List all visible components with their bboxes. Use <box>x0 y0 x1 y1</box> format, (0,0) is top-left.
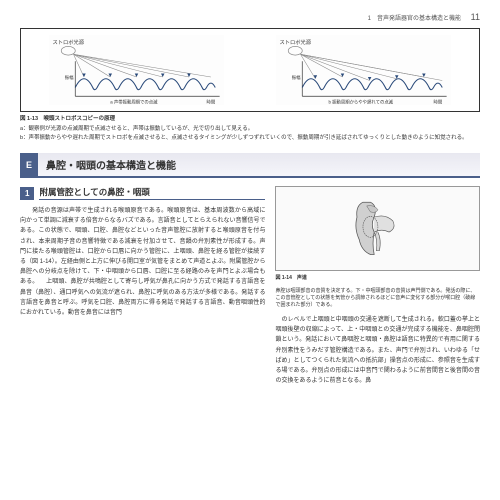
content-area: 1 附属管腔としての鼻腔・咽頭 発話の音源は声帯で生成される喉頭原音である。喉頭… <box>20 186 480 386</box>
strobe-chart-b: ストロボ光源 振幅 時間 b 振動周期からやや遅れての点滅 <box>254 35 473 105</box>
fig-caption-a: a：観察例が光源の点滅周期で点滅させると、声帯は振動しているが、光で切り出して見… <box>20 126 480 134</box>
page-header: 1 音声発語器官の基本構造と機能 11 <box>20 12 480 22</box>
fig-caption-b: b：声帯振動からやや遅れた周期でストロボを点滅させると、点滅させるタイミングが少… <box>20 135 480 143</box>
right-column: 図 1-14 声道 鼻腔は咽頭部音の音質を決定する。下・中咽頭部音の音質は声門側… <box>275 186 480 386</box>
fig-caption-title: 図 1-13 喉頭ストロボスコピーの原理 <box>20 116 480 124</box>
strobe-chart-a: ストロボ光源 振幅 時間 a 声帯振動周期での点滅 <box>27 35 246 105</box>
anatomy-caption: 鼻腔は咽頭部音の音質を決定する。下・中咽頭部音の音質は声門側である。発話の際に、… <box>275 288 480 309</box>
section-header: E 鼻腔・咽頭の基本構造と機能 <box>20 153 480 178</box>
page-number: 11 <box>471 12 480 22</box>
caption-a-inline: a 声帯振動周期での点滅 <box>110 98 158 105</box>
svg-text:時間: 時間 <box>434 99 443 105</box>
left-column: 1 附属管腔としての鼻腔・咽頭 発話の音源は声帯で生成される喉頭原音である。喉頭… <box>20 186 265 386</box>
caption-b-inline: b 振動周期からやや遅れての点滅 <box>329 98 394 105</box>
strobe-label-a: ストロボ光源 <box>53 38 85 46</box>
anatomy-svg <box>307 191 449 266</box>
subsection-title: 附属管腔としての鼻腔・咽頭 <box>39 186 265 200</box>
svg-text:振幅: 振幅 <box>292 74 301 81</box>
section-tag: E <box>20 153 38 176</box>
figure-strobe-box: ストロボ光源 振幅 時間 a 声帯振動周期での点滅 ストロボ光源 <box>20 28 480 112</box>
chapter-label: 1 音声発語器官の基本構造と機能 <box>368 16 461 22</box>
chart-panel-b: ストロボ光源 振幅 時間 b 振動周期からやや遅れての点滅 <box>254 35 473 105</box>
subsection-header: 1 附属管腔としての鼻腔・咽頭 <box>20 186 265 200</box>
body-text-right: のレベルで上咽頭と中咽頭の交通を遮断して生成される。軟口蓋の挙上と咽頭後壁の収縮… <box>275 315 480 386</box>
subsection-num: 1 <box>20 187 34 200</box>
anatomy-title: 図 1-14 声道 <box>275 275 480 282</box>
section-title: 鼻腔・咽頭の基本構造と機能 <box>38 153 480 176</box>
body-text-left: 発話の音源は声帯で生成される喉頭原音である。喉頭原音は、基本周波数から高域に向か… <box>20 206 265 318</box>
svg-text:振幅: 振幅 <box>65 74 74 81</box>
strobe-label-b: ストロボ光源 <box>280 38 312 46</box>
chart-panel-a: ストロボ光源 振幅 時間 a 声帯振動周期での点滅 <box>27 35 246 105</box>
svg-text:時間: 時間 <box>207 99 216 105</box>
anatomy-figure <box>275 186 480 271</box>
